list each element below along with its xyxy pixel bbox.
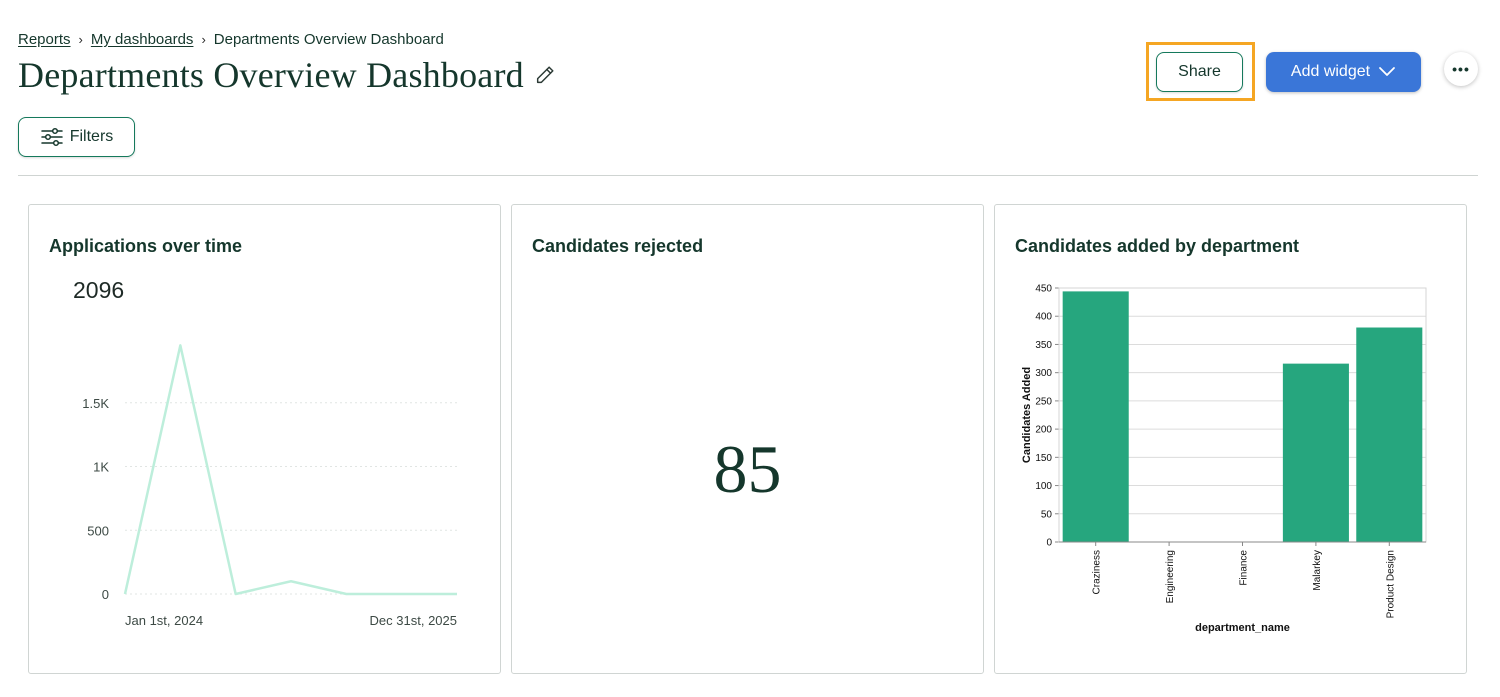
y-tick-label: 50 — [1041, 509, 1053, 520]
y-tick-label: 100 — [1035, 481, 1052, 492]
breadcrumb-my-dashboards-link[interactable]: My dashboards — [90, 31, 194, 48]
share-button[interactable]: Share — [1156, 52, 1243, 92]
title-row: Departments Overview Dashboard — [18, 54, 556, 96]
breadcrumb-separator: › — [78, 32, 83, 47]
page-title: Departments Overview Dashboard — [18, 55, 524, 95]
y-tick-label: 450 — [1035, 284, 1052, 295]
y-tick-label: 400 — [1035, 312, 1052, 323]
x-tick-label: Dec 31st, 2025 — [370, 613, 457, 628]
breadcrumb: Reports › My dashboards › Departments Ov… — [18, 31, 444, 48]
applications-line-chart: 0 500 1K 1.5K Jan 1st, 2024 Dec 31st, 2025 — [82, 344, 457, 628]
header-divider — [18, 175, 1478, 176]
breadcrumb-separator: › — [201, 32, 206, 47]
y-tick-label: 1K — [93, 460, 109, 475]
share-highlight-frame — [1146, 42, 1255, 101]
widget-title: Candidates rejected — [532, 236, 704, 256]
x-tick-label: Product Design — [1385, 550, 1396, 618]
widget-title: Candidates added by department — [1015, 236, 1300, 256]
y-tick-label: 150 — [1035, 453, 1052, 464]
x-axis-label: department_name — [1195, 622, 1290, 634]
more-options-button[interactable]: ••• — [1444, 52, 1478, 86]
widget-title: Applications over time — [49, 236, 243, 256]
breadcrumb-reports-link[interactable]: Reports — [18, 31, 71, 48]
chevron-down-icon — [1379, 67, 1395, 76]
x-tick-label: Finance — [1239, 550, 1250, 586]
sliders-icon — [40, 127, 63, 147]
bar-malarkey — [1282, 363, 1349, 542]
y-tick-label: 350 — [1035, 340, 1052, 351]
x-tick-label: Craziness — [1092, 550, 1103, 594]
filters-label: Filters — [69, 128, 114, 145]
y-tick-label: 1.5K — [82, 396, 109, 411]
add-widget-button[interactable]: Add widget — [1266, 52, 1421, 92]
y-tick-label: 0 — [1046, 538, 1052, 549]
bar-craziness — [1062, 291, 1129, 542]
series-line — [123, 344, 457, 596]
y-tick-label: 250 — [1035, 396, 1052, 407]
y-axis-label: Candidates Added — [1021, 367, 1033, 463]
x-tick-label: Engineering — [1165, 550, 1176, 603]
y-tick-label: 500 — [87, 523, 109, 538]
candidates-rejected-widget[interactable]: Candidates rejected 85 — [511, 204, 984, 674]
y-tick-label: 200 — [1035, 425, 1052, 436]
applications-over-time-widget[interactable]: Applications over time 2096 0 500 1K 1.5K Ja… — [28, 204, 501, 674]
pencil-icon[interactable] — [534, 64, 556, 86]
add-widget-label: Add widget — [1290, 63, 1371, 80]
y-tick-label: 0 — [102, 587, 109, 602]
applications-total: 2096 — [73, 277, 125, 303]
breadcrumb-current: Departments Overview Dashboard — [213, 31, 444, 48]
bar-product-design — [1356, 327, 1423, 542]
filters-button[interactable]: Filters — [18, 117, 135, 157]
x-tick-label: Jan 1st, 2024 — [125, 613, 203, 628]
department-bar-chart: 0 50 100 150 200 250 300 350 400 450 Craziness Engi… — [1021, 284, 1427, 634]
candidates-by-department-widget[interactable]: Candidates added by department 0 50 100 150… — [994, 204, 1467, 674]
rejected-count: 85 — [713, 431, 782, 507]
y-tick-label: 300 — [1035, 368, 1052, 379]
x-tick-label: Malarkey — [1312, 550, 1323, 591]
